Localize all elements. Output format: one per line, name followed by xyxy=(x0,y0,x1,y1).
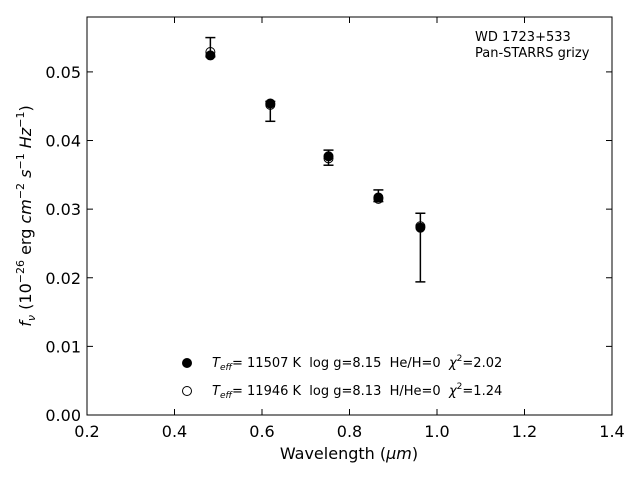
data-points xyxy=(205,46,426,233)
x-axis-label: Wavelength (μm) xyxy=(280,444,418,463)
point-open xyxy=(265,99,276,110)
point-open xyxy=(415,221,426,232)
y-tick-label: 0.03 xyxy=(45,200,81,219)
y-tick-label: 0.04 xyxy=(45,132,81,151)
y-tick-label: 0.01 xyxy=(45,337,81,356)
legend-marker-filled xyxy=(182,358,192,368)
x-tick-label: 0.6 xyxy=(249,422,274,441)
x-tick-label: 0.8 xyxy=(337,422,362,441)
x-tick-label: 1.0 xyxy=(424,422,449,441)
y-tick-label: 0.05 xyxy=(45,63,81,82)
legend-entry-1: Teff= 11507 K log g=8.15 He/H=0 χ2=2.02 xyxy=(212,354,502,373)
point-open xyxy=(323,153,334,164)
legend: Teff= 11507 K log g=8.15 He/H=0 χ2=2.02 … xyxy=(182,354,502,401)
x-tick-label: 0.2 xyxy=(74,422,99,441)
point-open xyxy=(373,193,384,204)
point-filled xyxy=(205,50,216,61)
point-open xyxy=(205,46,216,57)
y-tick-label: 0.00 xyxy=(45,406,81,425)
annotation-object-name: WD 1723+533 xyxy=(475,30,571,45)
x-axis-ticks: 0.2 0.4 0.6 0.8 1.0 1.2 1.4 xyxy=(74,17,625,441)
error-bars xyxy=(205,36,426,283)
x-tick-label: 1.2 xyxy=(512,422,537,441)
y-axis-ticks: 0.00 0.01 0.02 0.03 0.04 0.05 xyxy=(45,63,612,425)
legend-entry-2: Teff= 11946 K log g=8.13 H/He=0 χ2=1.24 xyxy=(212,382,502,401)
annotation-survey: Pan-STARRS grizy xyxy=(475,46,590,61)
x-tick-label: 0.4 xyxy=(162,422,187,441)
y-axis-label: fν (10−26 erg cm−2 s−1 Hz−1) xyxy=(14,105,38,326)
y-tick-label: 0.02 xyxy=(45,269,81,288)
point-filled xyxy=(323,151,334,162)
x-tick-label: 1.4 xyxy=(599,422,624,441)
legend-marker-open xyxy=(182,386,192,396)
